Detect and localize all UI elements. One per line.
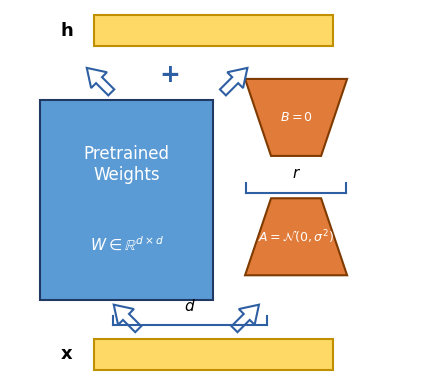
Text: $\boldsymbol{+}$: $\boldsymbol{+}$ [159,63,179,87]
Text: x: x [61,345,73,363]
Text: h: h [61,22,73,40]
Text: $B = 0$: $B = 0$ [279,111,312,124]
FancyBboxPatch shape [40,100,213,300]
FancyBboxPatch shape [94,15,333,46]
Polygon shape [245,79,347,156]
Text: $A = \mathcal{N}(0,\sigma^2)$: $A = \mathcal{N}(0,\sigma^2)$ [258,228,334,246]
Text: $d$: $d$ [184,298,196,314]
Polygon shape [232,305,259,332]
FancyBboxPatch shape [94,339,333,370]
Polygon shape [114,305,141,332]
Polygon shape [220,68,248,95]
Polygon shape [245,198,347,275]
Text: Pretrained
Weights: Pretrained Weights [84,145,170,184]
Polygon shape [87,68,114,95]
Text: $r$: $r$ [292,166,301,181]
Text: $W \in \mathbb{R}^{d \times d}$: $W \in \mathbb{R}^{d \times d}$ [90,235,164,253]
